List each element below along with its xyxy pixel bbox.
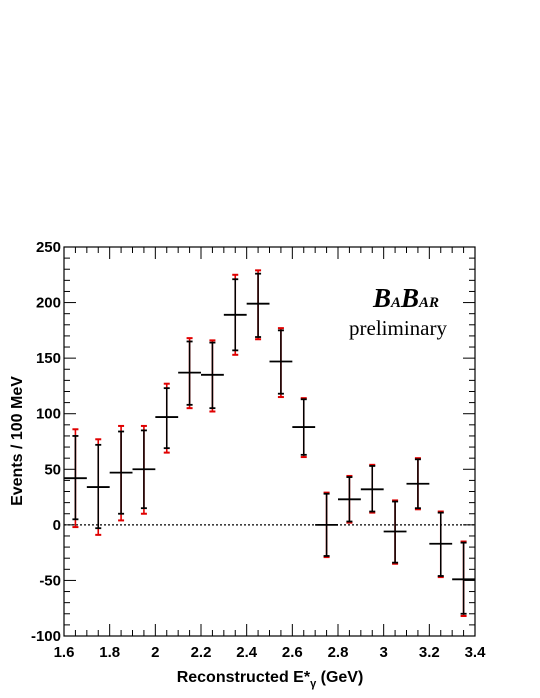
x-tick-label: 2.2 bbox=[191, 644, 212, 661]
y-tick-label: 0 bbox=[53, 517, 61, 534]
x-axis-title-main: Reconstructed E* bbox=[177, 669, 311, 686]
y-tick-label: -100 bbox=[31, 628, 61, 645]
x-tick-label: 2.6 bbox=[282, 644, 303, 661]
data-point bbox=[452, 540, 475, 617]
logo-b2: B bbox=[400, 283, 419, 313]
data-point bbox=[429, 510, 453, 579]
logo-a2: AR bbox=[418, 295, 439, 311]
data-point bbox=[223, 273, 247, 356]
x-tick-label: 2.4 bbox=[236, 644, 258, 661]
logo-a1: A bbox=[390, 295, 401, 311]
logo-b1: B bbox=[372, 283, 391, 313]
data-point bbox=[109, 424, 133, 522]
data-point bbox=[292, 397, 316, 459]
data-point bbox=[406, 457, 430, 511]
x-axis-title-subscript: γ bbox=[310, 678, 317, 690]
y-axis-title: Events / 100 MeV bbox=[9, 376, 26, 506]
y-tick-label: -50 bbox=[39, 572, 61, 589]
y-tick-label: 50 bbox=[44, 461, 61, 478]
data-point bbox=[338, 474, 361, 524]
y-tick-label: 100 bbox=[36, 406, 61, 423]
x-tick-label: 2 bbox=[151, 644, 159, 661]
data-point bbox=[315, 491, 338, 559]
x-tick-label: 1.8 bbox=[99, 644, 120, 661]
babar-logo: BABAR bbox=[372, 283, 439, 313]
x-tick-label: 3 bbox=[379, 644, 387, 661]
data-point bbox=[132, 424, 156, 515]
data-point bbox=[201, 339, 224, 413]
y-tick-label: 250 bbox=[36, 239, 61, 256]
x-tick-label: 3.2 bbox=[419, 644, 440, 661]
preliminary-label: preliminary bbox=[349, 316, 447, 340]
data-point bbox=[64, 428, 87, 529]
data-point bbox=[155, 382, 179, 454]
x-tick-label: 2.8 bbox=[328, 644, 349, 661]
data-point bbox=[269, 327, 293, 399]
x-tick-label: 1.6 bbox=[54, 644, 75, 661]
data-point bbox=[86, 438, 110, 536]
data-point bbox=[178, 337, 201, 410]
data-point bbox=[246, 269, 270, 341]
x-axis-title-unit: (GeV) bbox=[316, 669, 363, 686]
x-axis-title: Reconstructed E*γ (GeV) bbox=[177, 669, 364, 690]
y-tick-label: 150 bbox=[36, 350, 61, 367]
y-tick-label: 200 bbox=[36, 295, 61, 312]
data-point bbox=[383, 499, 407, 565]
data-point bbox=[360, 463, 384, 514]
x-tick-label: 3.4 bbox=[465, 644, 487, 661]
